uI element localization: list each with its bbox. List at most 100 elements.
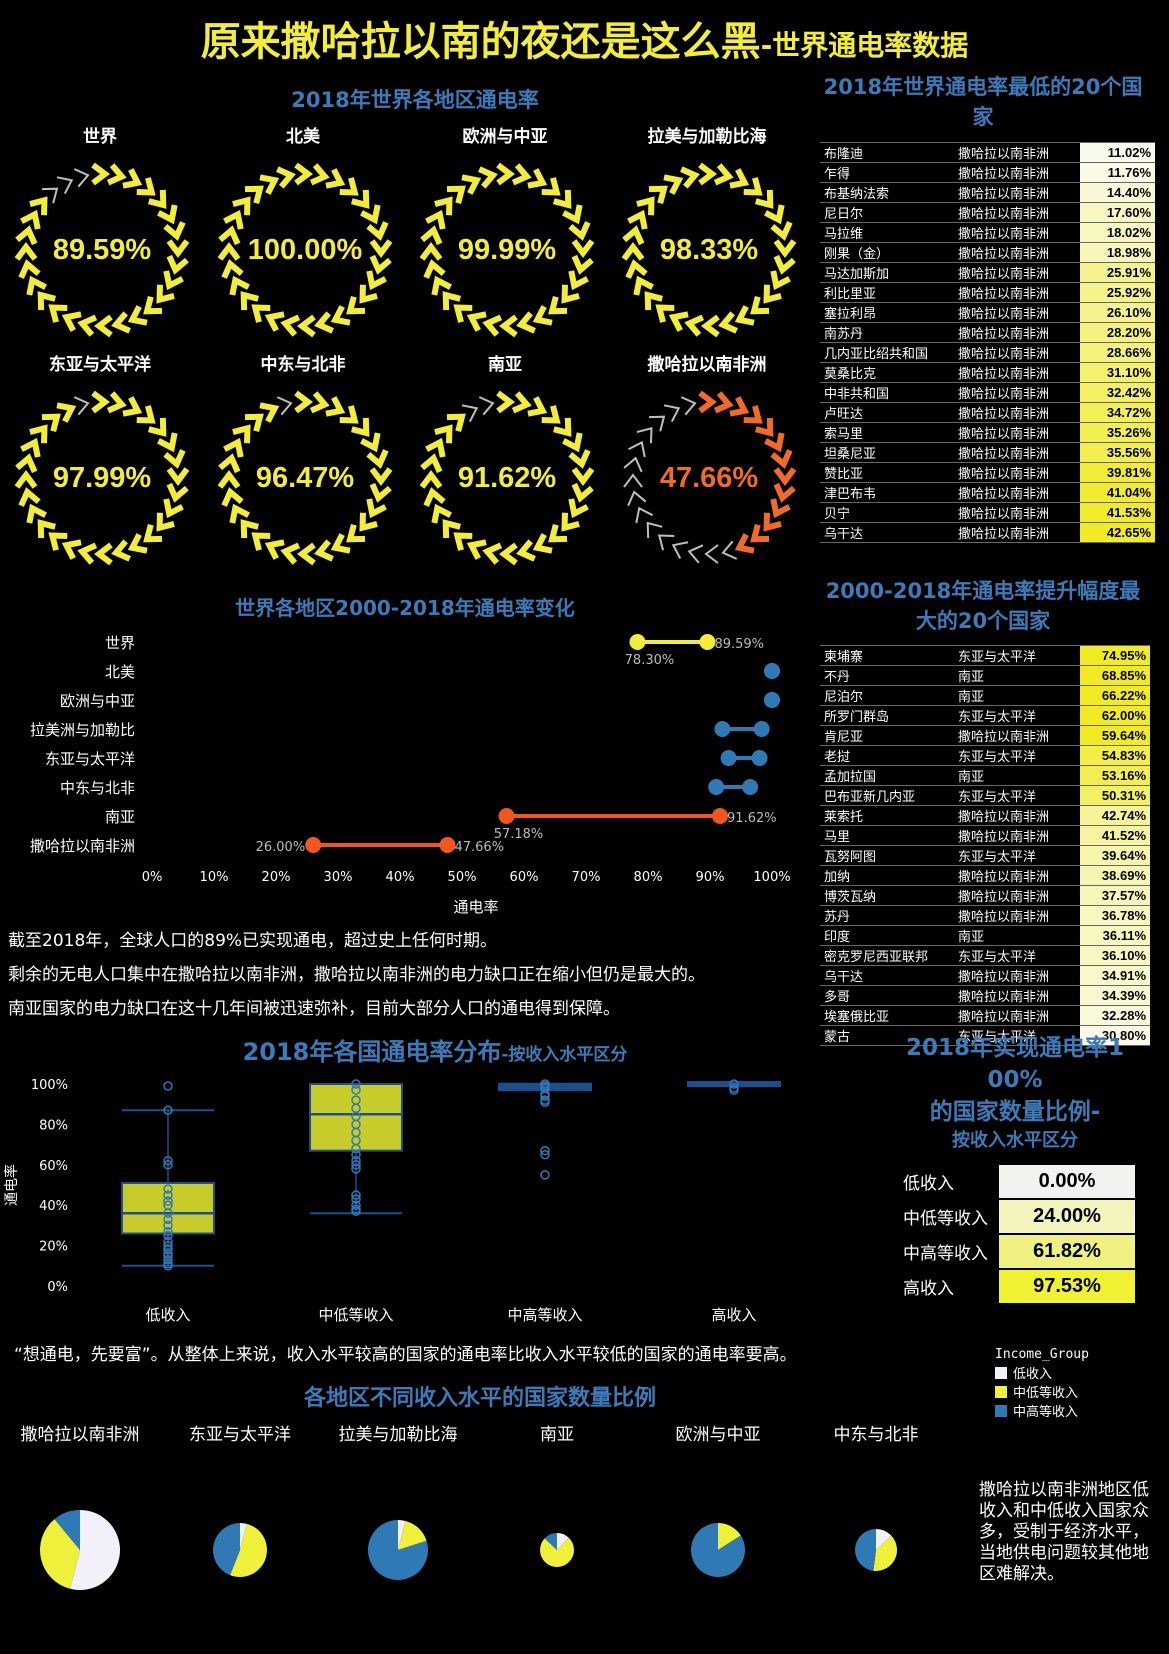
outlier-point xyxy=(351,1085,361,1095)
value-cell: 32.42% xyxy=(1080,382,1155,403)
gauge-chevron xyxy=(461,404,479,423)
gauge-chevron xyxy=(743,405,763,424)
gauge-chevron xyxy=(56,176,74,195)
gauge-chevron xyxy=(366,498,387,519)
pie-slice xyxy=(691,1523,745,1577)
gauge-chevron xyxy=(229,503,250,524)
region-cell: 撒哈拉以南非洲 xyxy=(954,242,1080,263)
note-5: 撒哈拉以南非洲地区低收入和中低收入国家众多，受制于经济水平，当地供电问题较其他地… xyxy=(979,1480,1149,1584)
box xyxy=(309,1083,403,1152)
outlier-point xyxy=(163,1156,173,1166)
category-label: 低收入 xyxy=(145,1306,190,1324)
outlier-point xyxy=(351,1164,361,1174)
gauge: 89.59% xyxy=(2,150,202,350)
row-label: 北美 xyxy=(105,663,135,681)
gauge-chevron xyxy=(156,512,175,532)
gauge-chevron xyxy=(359,284,378,304)
gauge-chevron xyxy=(755,417,774,437)
pie-slice xyxy=(873,1535,897,1571)
gauge-chevron xyxy=(627,490,647,507)
pie-slice xyxy=(540,1537,574,1567)
gauge-chevron xyxy=(223,209,244,230)
country-cell: 尼日尔 xyxy=(820,202,954,223)
pie-chart xyxy=(213,1523,267,1577)
region-cell: 撒哈拉以南非洲 xyxy=(954,302,1080,323)
gauge-chevron xyxy=(621,242,645,261)
region-cell: 撒哈拉以南非洲 xyxy=(954,502,1080,523)
gauge-chevron xyxy=(511,163,532,186)
gauge-chevron xyxy=(360,204,381,225)
gauge-ring xyxy=(14,162,190,338)
gauge-chevron xyxy=(698,162,717,186)
table-row: 巴布亚新几内亚 东亚与太平洋 50.31% xyxy=(820,785,1150,806)
gauge-chevron xyxy=(770,498,791,519)
country-cell: 马达加斯加 xyxy=(820,262,954,283)
pie-chart xyxy=(40,1510,121,1590)
country-cell: 乌干达 xyxy=(820,965,954,986)
table-row: 莫桑比克 撒哈拉以南非洲 31.10% xyxy=(820,362,1155,383)
x-tick: 40% xyxy=(386,870,415,885)
region-cell: 撒哈拉以南非洲 xyxy=(954,142,1080,163)
value-cell: 28.20% xyxy=(1080,322,1155,343)
region-cell: 东亚与太平洋 xyxy=(954,785,1080,806)
gauge-chevron xyxy=(687,544,704,564)
gauge-chevron xyxy=(294,390,313,414)
pie-slice xyxy=(544,1533,557,1550)
gauge-chevron xyxy=(148,417,167,437)
table-row: 莱索托 撒哈拉以南非洲 42.74% xyxy=(820,805,1150,826)
gauge-label: 撒哈拉以南非洲 xyxy=(647,355,767,375)
gauge-chevron xyxy=(122,396,143,417)
gauge-chevron xyxy=(297,314,316,338)
gauge-chevron xyxy=(734,305,755,326)
main-title-text: 原来撒哈拉以南的夜还是这么黑 xyxy=(200,19,761,65)
gauge-chevron xyxy=(773,467,797,486)
x-tick: 50% xyxy=(448,870,477,885)
gauge-chevron xyxy=(346,524,366,543)
value-cell: 59.64% xyxy=(1080,725,1150,746)
gauge-chevron xyxy=(37,519,56,539)
region-cell: 撒哈拉以南非洲 xyxy=(954,382,1080,403)
region-cell: 撒哈拉以南非洲 xyxy=(954,182,1080,203)
region-cell: 撒哈拉以南非洲 xyxy=(954,865,1080,886)
gauge-label: 世界 xyxy=(83,127,117,147)
gauge-value: 91.62% xyxy=(457,462,557,494)
country-cell: 布基纳法索 xyxy=(820,182,954,203)
lowest-table-title: 2018年世界通电率最低的20个国家 xyxy=(823,75,1143,129)
outlier-point xyxy=(540,1097,550,1107)
table-row: 马里 撒哈拉以南非洲 41.52% xyxy=(820,825,1150,846)
gauge-chevron xyxy=(369,254,392,275)
gauge-chevron xyxy=(636,426,653,444)
gauge-chevron xyxy=(571,482,594,503)
income-label: 低收入 xyxy=(903,1174,954,1194)
gauge-chevron xyxy=(240,519,259,539)
main-subtitle: -世界通电率数据 xyxy=(760,29,969,62)
value-cell: 25.92% xyxy=(1080,282,1155,303)
box-group xyxy=(121,1081,215,1271)
gauge-chevron xyxy=(466,311,487,332)
pie-slice xyxy=(876,1529,892,1550)
end-dot xyxy=(439,837,456,853)
gauge-chevron xyxy=(622,225,645,246)
x-tick: 60% xyxy=(510,870,539,885)
country-cell: 埃塞俄比亚 xyxy=(820,1005,954,1026)
country-cell: 莫桑比克 xyxy=(820,362,954,383)
gauge-chevron xyxy=(166,467,190,486)
pie-region-label: 撒哈拉以南非洲 xyxy=(20,1425,140,1445)
value-cell: 32.28% xyxy=(1080,1005,1150,1026)
income-row: 高收入 97.53% xyxy=(903,1269,1135,1304)
gauge-chevron xyxy=(111,539,131,562)
legend-items: 低收入 中低等收入 中高等收入 xyxy=(995,1363,1089,1420)
gauge-chevron xyxy=(217,470,241,489)
gauge-chevron xyxy=(571,254,594,275)
country-cell: 肯尼亚 xyxy=(820,725,954,746)
gauge-chevron xyxy=(309,163,330,186)
region-cell: 撒哈拉以南非洲 xyxy=(954,805,1080,826)
gauge-chevron xyxy=(163,498,184,519)
pie-region-label: 拉美与加勒比海 xyxy=(338,1425,458,1445)
category-label: 高收入 xyxy=(711,1306,756,1324)
pie-slice xyxy=(230,1523,267,1577)
gauge-chevron xyxy=(680,166,700,189)
gauge-chevron xyxy=(223,437,244,458)
pie-chart xyxy=(854,1529,897,1571)
gauge-chevron xyxy=(718,311,738,334)
